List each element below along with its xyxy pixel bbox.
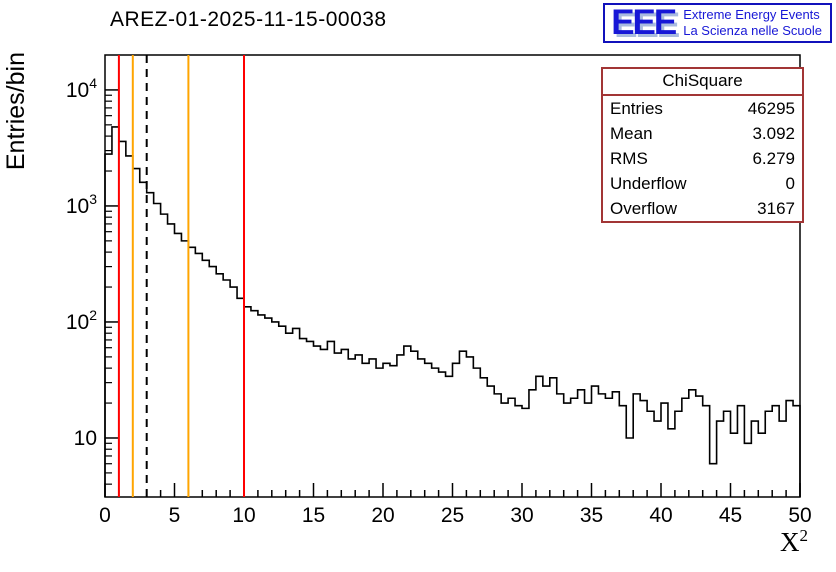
stats-title: ChiSquare bbox=[603, 69, 802, 96]
stats-row-mean: Mean 3.092 bbox=[603, 121, 802, 146]
eee-logo-text: Extreme Energy Events La Scienza nelle S… bbox=[683, 7, 822, 40]
x-tick-label: 10 bbox=[232, 504, 255, 527]
x-tick-label: 50 bbox=[788, 504, 811, 527]
y-tick-label: 104 bbox=[66, 75, 97, 102]
stats-value: 3.092 bbox=[752, 123, 795, 143]
x-tick-label: 20 bbox=[371, 504, 394, 527]
histogram-line bbox=[104, 126, 801, 497]
stats-row-rms: RMS 6.279 bbox=[603, 146, 802, 171]
y-tick-label: 102 bbox=[66, 307, 97, 334]
eee-logo-line1: Extreme Energy Events bbox=[683, 6, 820, 22]
x-axis-label: X2 bbox=[780, 526, 808, 558]
stats-label: Mean bbox=[610, 123, 653, 143]
x-tick-label: 40 bbox=[649, 504, 672, 527]
x-tick-label: 35 bbox=[580, 504, 603, 527]
threshold-lines bbox=[117, 55, 245, 497]
stats-label: Underflow bbox=[610, 173, 687, 193]
eee-logo-acronym: EEE bbox=[611, 3, 677, 43]
x-tick-label: 5 bbox=[169, 504, 181, 527]
stats-row-underflow: Underflow 0 bbox=[603, 171, 802, 196]
eee-logo-line2: La Scienza nelle Scuole bbox=[683, 23, 822, 38]
stats-box: ChiSquare Entries 46295 Mean 3.092 RMS 6… bbox=[601, 67, 804, 223]
axes: 0 5 10 15 20 25 30 35 40 45 50 10 102 103 104 bbox=[66, 54, 812, 527]
stats-label: RMS bbox=[610, 148, 648, 168]
x-axis-label-exponent: 2 bbox=[799, 526, 809, 545]
stats-label: Overflow bbox=[610, 198, 678, 218]
stats-value: 0 bbox=[785, 173, 795, 193]
x-tick-label: 15 bbox=[302, 504, 325, 527]
x-tick-label: 30 bbox=[510, 504, 533, 527]
y-tick-label: 103 bbox=[66, 191, 97, 218]
x-tick-label: 0 bbox=[99, 504, 111, 527]
plot-title: AREZ-01-2025-11-15-00038 bbox=[110, 8, 387, 31]
stats-value: 3167 bbox=[757, 198, 795, 218]
histogram-path bbox=[104, 126, 801, 497]
y-tick-label: 10 bbox=[74, 427, 97, 450]
stats-label: Entries bbox=[610, 98, 663, 118]
x-axis-label-base: X bbox=[780, 527, 800, 557]
x-tick-label: 45 bbox=[719, 504, 742, 527]
stats-value: 6.279 bbox=[752, 148, 795, 168]
stats-row-overflow: Overflow 3167 bbox=[603, 196, 802, 221]
x-tick-label: 25 bbox=[441, 504, 464, 527]
stats-value: 46295 bbox=[747, 98, 795, 118]
eee-logo: EEE Extreme Energy Events La Scienza nel… bbox=[603, 3, 832, 43]
stats-row-entries: Entries 46295 bbox=[603, 96, 802, 121]
